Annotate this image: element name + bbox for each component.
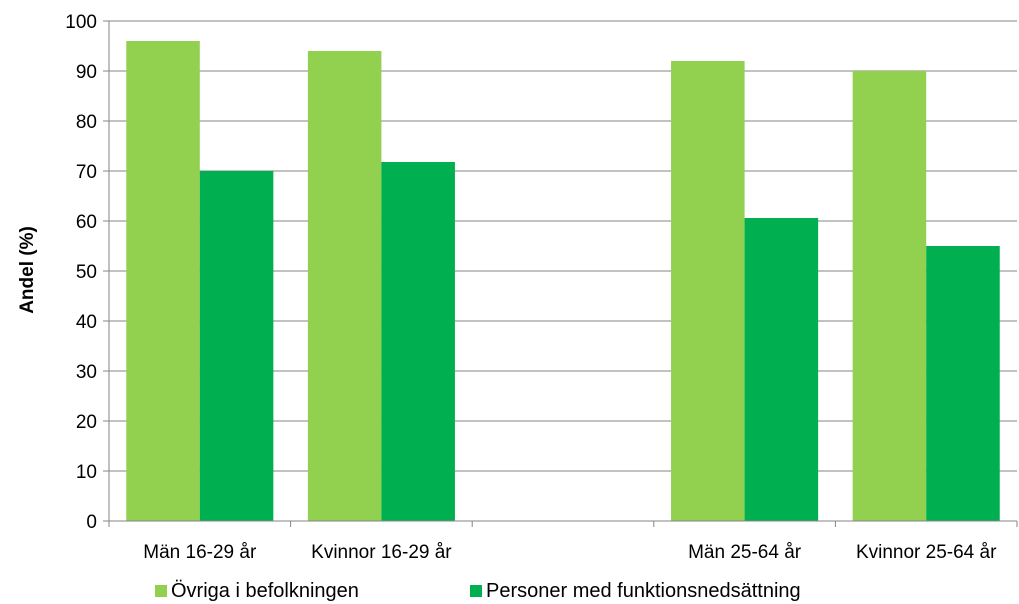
x-tick-label: Män 25-64 år [688, 542, 802, 563]
y-tick-label: 20 [76, 412, 97, 433]
legend-label: Personer med funktionsnedsättning [486, 580, 801, 602]
y-tick-label: 90 [76, 62, 97, 83]
y-tick-label: 30 [76, 362, 97, 383]
y-tick-label: 60 [76, 212, 97, 233]
bars [126, 41, 1000, 521]
bar [852, 71, 927, 521]
y-axis-label: Andel (%) [17, 226, 38, 314]
bar [307, 51, 382, 521]
legend: Övriga i befolkningen Personer med funkti… [155, 580, 801, 602]
y-tick-label: 70 [76, 162, 97, 183]
legend-swatch [470, 585, 482, 597]
y-tick-label: 0 [86, 512, 97, 533]
y-tick-label: 10 [76, 462, 97, 483]
bar [671, 61, 745, 521]
x-tick-label: Kvinnor 25-64 år [856, 542, 997, 563]
x-tick-labels: Män 16-29 år Kvinnor 16-29 år Män 25-64 år… [143, 542, 997, 563]
bar [926, 246, 1000, 521]
y-tick-label: 100 [65, 12, 97, 33]
y-tick-labels: 0 10 20 30 40 50 60 70 80 90 100 [65, 12, 97, 533]
y-tick-label: 50 [76, 262, 97, 283]
bar [126, 41, 200, 521]
x-tick-label: Kvinnor 16-29 år [311, 542, 452, 563]
y-tick-label: 80 [76, 112, 97, 133]
legend-label: Övriga i befolkningen [171, 580, 359, 602]
x-tick-label: Män 16-29 år [143, 542, 257, 563]
legend-swatch [155, 585, 167, 597]
bar [744, 218, 819, 521]
bar [381, 162, 455, 521]
y-tick-label: 40 [76, 312, 97, 333]
bar [199, 171, 274, 521]
axes [103, 20, 1018, 527]
